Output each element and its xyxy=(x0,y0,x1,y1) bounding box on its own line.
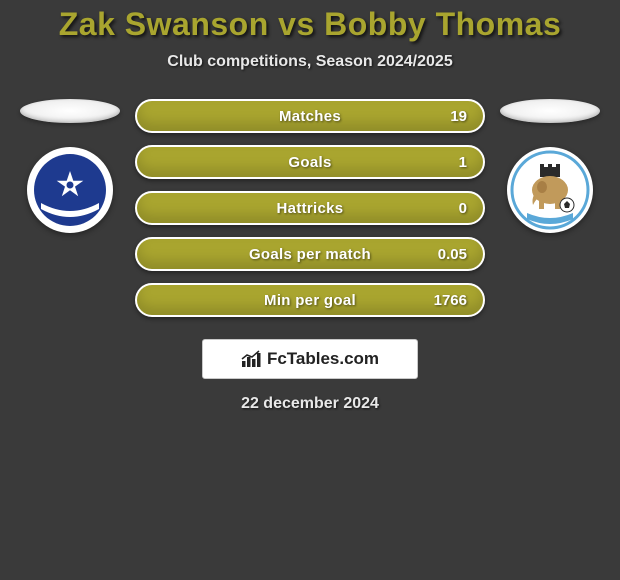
right-ellipse-decor xyxy=(500,99,600,123)
brand-link[interactable]: FcTables.com xyxy=(202,339,418,379)
stat-row-goals: Goals 1 xyxy=(135,145,485,179)
stat-row-min-per-goal: Min per goal 1766 xyxy=(135,283,485,317)
stat-value: 19 xyxy=(450,108,467,125)
main-row: Matches 19 Goals 1 Hattricks 0 Goals per… xyxy=(0,99,620,317)
stat-label: Matches xyxy=(279,108,341,125)
right-club-crest xyxy=(507,147,593,233)
stat-label: Goals xyxy=(288,154,331,171)
stat-label: Min per goal xyxy=(264,292,356,309)
brand-text: FcTables.com xyxy=(267,349,379,369)
stat-label: Goals per match xyxy=(249,246,371,263)
stat-row-goals-per-match: Goals per match 0.05 xyxy=(135,237,485,271)
stat-value: 0.05 xyxy=(438,246,467,263)
stat-row-matches: Matches 19 xyxy=(135,99,485,133)
left-club-column xyxy=(10,99,130,233)
stat-value: 1 xyxy=(459,154,467,171)
page-title: Zak Swanson vs Bobby Thomas xyxy=(0,6,620,43)
stats-column: Matches 19 Goals 1 Hattricks 0 Goals per… xyxy=(135,99,485,317)
left-ellipse-decor xyxy=(20,99,120,123)
stat-row-hattricks: Hattricks 0 xyxy=(135,191,485,225)
bar-chart-icon xyxy=(241,350,263,368)
date-line: 22 december 2024 xyxy=(0,395,620,413)
coventry-crest-icon xyxy=(507,147,593,233)
stat-label: Hattricks xyxy=(277,200,344,217)
stat-value: 0 xyxy=(459,200,467,217)
subtitle: Club competitions, Season 2024/2025 xyxy=(0,53,620,71)
widget-container: Zak Swanson vs Bobby Thomas Club competi… xyxy=(0,0,620,413)
portsmouth-crest-icon xyxy=(27,147,113,233)
right-club-column xyxy=(490,99,610,233)
left-club-crest xyxy=(27,147,113,233)
stat-value: 1766 xyxy=(434,292,467,309)
